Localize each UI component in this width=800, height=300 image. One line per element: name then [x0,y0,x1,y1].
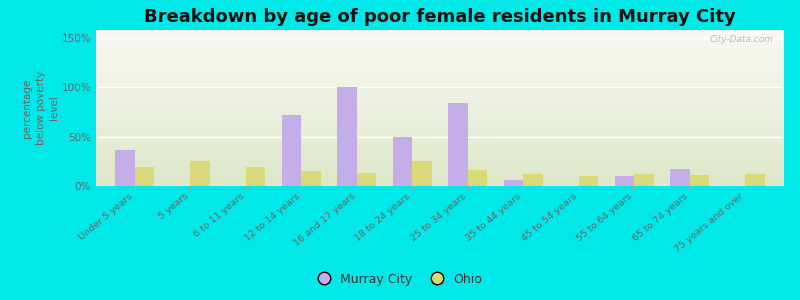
Legend: Murray City, Ohio: Murray City, Ohio [313,268,487,291]
Bar [745,174,765,186]
Bar [115,151,135,186]
Bar [523,174,542,186]
Bar [670,169,690,186]
Bar [282,115,302,186]
Bar [634,174,654,186]
Bar [690,175,709,186]
Title: Breakdown by age of poor female residents in Murray City: Breakdown by age of poor female resident… [144,8,736,26]
Bar [357,173,376,186]
Text: City-Data.com: City-Data.com [710,35,774,44]
Bar [614,176,634,186]
Bar [468,170,487,186]
Bar [190,161,210,186]
Bar [246,167,266,186]
Bar [448,103,468,186]
Bar [393,136,412,186]
Bar [135,167,154,186]
Bar [504,180,523,186]
Bar [338,87,357,186]
Bar [412,161,432,186]
Y-axis label: percentage
below poverty
level: percentage below poverty level [22,71,58,145]
Bar [302,171,321,186]
Bar [578,176,598,186]
